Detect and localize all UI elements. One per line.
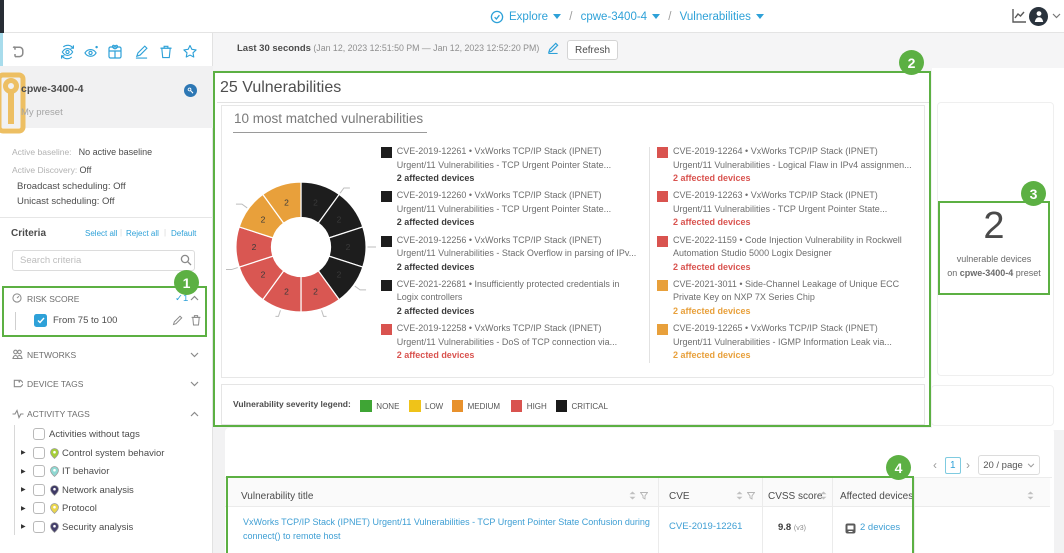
- svg-text:2: 2: [261, 270, 266, 280]
- svg-text:2: 2: [284, 287, 289, 297]
- svg-text:2: 2: [313, 197, 318, 207]
- svg-text:2: 2: [346, 242, 351, 252]
- svg-text:2: 2: [252, 242, 257, 252]
- svg-text:2: 2: [284, 197, 289, 207]
- svg-text:2: 2: [261, 214, 266, 224]
- svg-text:2: 2: [337, 214, 342, 224]
- svg-text:2: 2: [313, 287, 318, 297]
- svg-text:2: 2: [337, 270, 342, 280]
